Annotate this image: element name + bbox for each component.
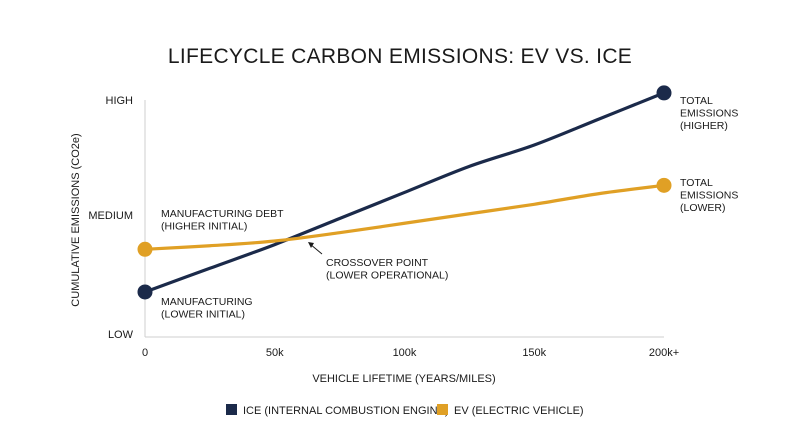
series-layer — [137, 85, 672, 300]
axes: 0 50k 100k 150k 200k+ LOW MEDIUM HIGH VEHICLE LI… — [70, 95, 679, 385]
annotation-line: (HIGHER INITIAL) — [161, 221, 247, 233]
y-tick-label: HIGH — [106, 95, 134, 107]
x-tick-label: 0 — [142, 347, 148, 359]
x-tick-label: 200k+ — [649, 347, 679, 359]
annotation-line: (LOWER) — [680, 202, 726, 214]
legend: ICE (INTERNAL COMBUSTION ENGINE) EV (ELEC… — [226, 404, 584, 417]
y-axis-title: CUMULATIVE EMISSIONS (CO2e) — [70, 133, 82, 306]
annotation-line: CROSSOVER POINT — [326, 257, 429, 269]
annotation-line: MANUFACTURING — [161, 296, 253, 308]
annotation-line: EMISSIONS — [680, 190, 738, 202]
x-tick-label: 100k — [393, 347, 417, 359]
annotation-line: (LOWER INITIAL) — [161, 309, 245, 321]
annotation-line: MANUFACTURING DEBT — [161, 208, 284, 220]
annotation-ice-end: TOTAL EMISSIONS (HIGHER) — [680, 95, 738, 132]
crossover-arrow-head — [308, 242, 314, 248]
y-tick-label: MEDIUM — [88, 210, 133, 222]
series-point-ev-end — [656, 177, 672, 193]
x-tick-label: 150k — [522, 347, 546, 359]
legend-swatch-ev — [437, 404, 448, 415]
x-axis-title: VEHICLE LIFETIME (YEARS/MILES) — [312, 373, 495, 385]
series-point-ice-start — [137, 284, 153, 300]
y-tick-label: LOW — [108, 329, 134, 341]
annotation-crossover: CROSSOVER POINT (LOWER OPERATIONAL) — [326, 257, 448, 282]
series-line-ice — [143, 91, 666, 294]
legend-label-ev: EV (ELECTRIC VEHICLE) — [454, 405, 584, 417]
annotation-line: TOTAL — [680, 95, 713, 107]
series-line-ev — [143, 183, 666, 251]
series-point-ev-start — [137, 241, 153, 257]
series-point-ice-end — [656, 85, 672, 101]
annotation-ice-start: MANUFACTURING (LOWER INITIAL) — [161, 296, 253, 321]
chart-title: LIFECYCLE CARBON EMISSIONS: EV VS. ICE — [168, 45, 632, 68]
annotation-ev-end: TOTAL EMISSIONS (LOWER) — [680, 177, 738, 214]
legend-swatch-ice — [226, 404, 237, 415]
annotation-ev-start: MANUFACTURING DEBT (HIGHER INITIAL) — [161, 208, 284, 233]
annotation-line: EMISSIONS — [680, 108, 738, 120]
x-tick-label: 50k — [266, 347, 284, 359]
annotation-line: TOTAL — [680, 177, 713, 189]
legend-label-ice: ICE (INTERNAL COMBUSTION ENGINE) — [243, 405, 449, 417]
annotation-line: (HIGHER) — [680, 120, 728, 132]
annotation-line: (LOWER OPERATIONAL) — [326, 270, 448, 282]
annotation-layer: MANUFACTURING (LOWER INITIAL)MANUFACTURIN… — [161, 95, 738, 321]
